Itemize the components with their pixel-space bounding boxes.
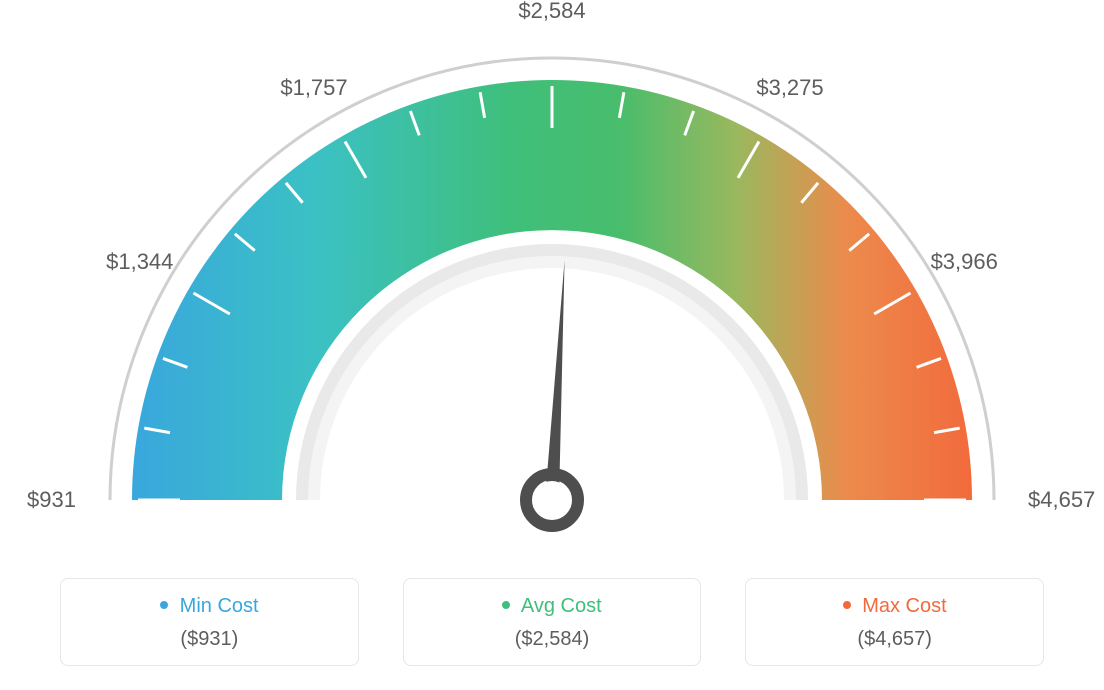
- legend-value-min: ($931): [61, 628, 358, 651]
- legend-title-text: Max Cost: [862, 595, 946, 617]
- gauge-tick-label: $931: [27, 487, 76, 513]
- legend-title-max: Max Cost: [746, 595, 1043, 618]
- legend-card-max: Max Cost ($4,657): [745, 578, 1044, 666]
- gauge-tick-label: $1,757: [280, 75, 347, 101]
- gauge-tick-label: $4,657: [1028, 487, 1095, 513]
- gauge-tick-label: $3,966: [931, 249, 998, 275]
- gauge-tick-label: $1,344: [106, 249, 173, 275]
- legend-title-text: Min Cost: [180, 595, 259, 617]
- legend-title-min: Min Cost: [61, 595, 358, 618]
- gauge-tick-label: $3,275: [756, 75, 823, 101]
- legend-value-max: ($4,657): [746, 628, 1043, 651]
- gauge-svg: [0, 0, 1104, 560]
- legend-row: Min Cost ($931) Avg Cost ($2,584) Max Co…: [0, 578, 1104, 666]
- legend-title-text: Avg Cost: [521, 595, 602, 617]
- legend-card-min: Min Cost ($931): [60, 578, 359, 666]
- gauge-chart: $931 $1,344 $1,757 $2,584 $3,275 $3,966 $4,657: [0, 0, 1104, 560]
- legend-value-avg: ($2,584): [404, 628, 701, 651]
- bullet-icon: [160, 601, 168, 609]
- legend-title-avg: Avg Cost: [404, 595, 701, 618]
- gauge-tick-label: $2,584: [518, 0, 585, 24]
- legend-card-avg: Avg Cost ($2,584): [403, 578, 702, 666]
- bullet-icon: [502, 601, 510, 609]
- bullet-icon: [843, 601, 851, 609]
